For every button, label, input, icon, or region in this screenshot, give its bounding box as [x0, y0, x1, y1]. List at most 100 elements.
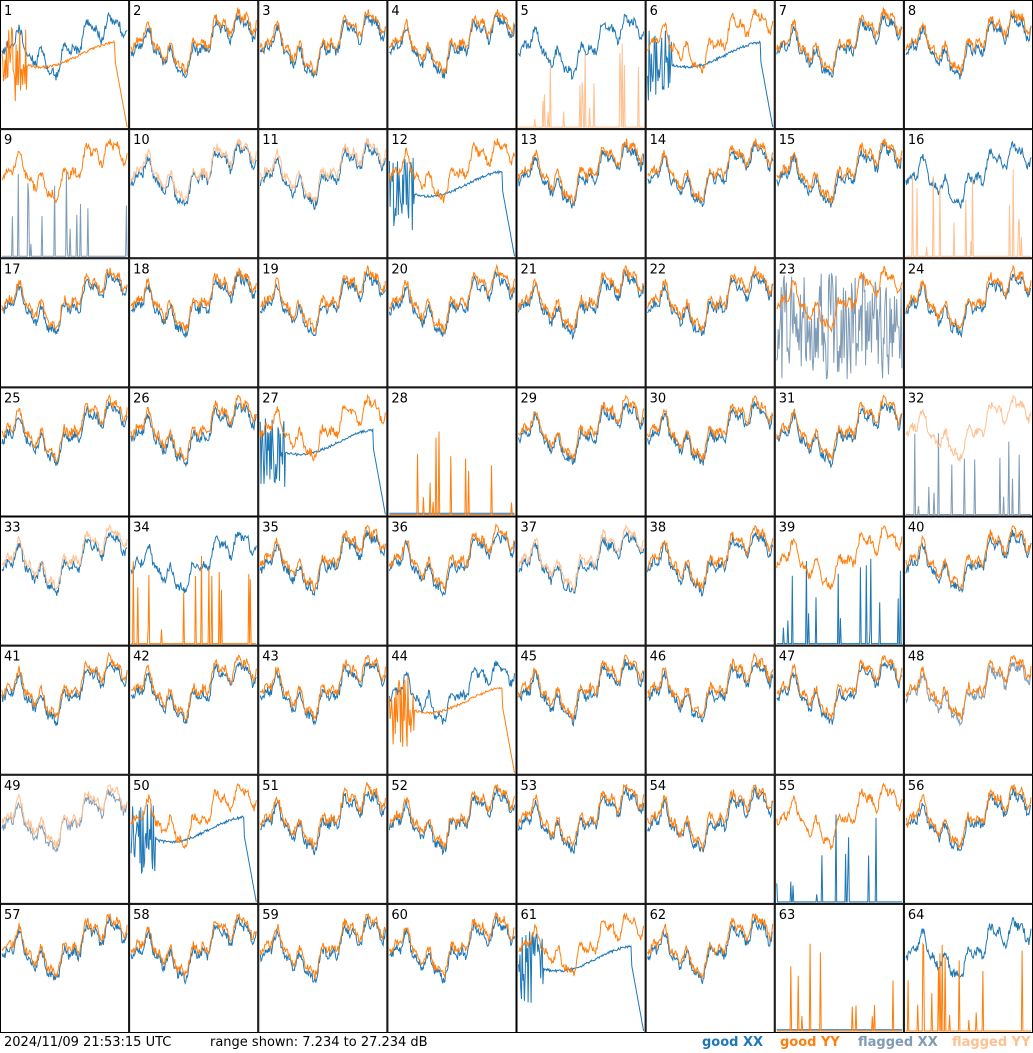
- series-yy-51: [259, 782, 386, 850]
- panel-frame: [129, 774, 259, 904]
- series-xx-29: [518, 402, 645, 465]
- series-yy-7: [776, 7, 903, 74]
- panel-label: 26: [133, 391, 150, 406]
- panel-label: 63: [779, 908, 796, 923]
- panel-38: 38: [645, 516, 775, 646]
- series-yy-24: [905, 264, 1032, 331]
- series-yy-6: [647, 9, 774, 74]
- panel-frame: [774, 387, 904, 517]
- series-yy-56: [905, 783, 1032, 849]
- panel-32: 32: [903, 387, 1033, 517]
- panel-label: 30: [650, 391, 667, 406]
- panel-frame: [903, 129, 1033, 259]
- panel-45: 45: [516, 645, 646, 775]
- panel-label: 19: [262, 262, 279, 277]
- panel-label: 38: [650, 521, 667, 536]
- series-yy-28: [389, 431, 515, 515]
- panel-51: 51: [258, 774, 388, 904]
- series-yy-47: [776, 655, 903, 720]
- panel-43: 43: [258, 645, 388, 775]
- panel-1: 1: [0, 0, 130, 130]
- series-xx-44: [388, 660, 515, 725]
- panel-11: 11: [258, 129, 388, 259]
- series-yy-5: [518, 43, 644, 128]
- panel-39: 39: [774, 516, 904, 646]
- series-yy-36: [388, 523, 515, 591]
- panel-frame: [129, 258, 259, 388]
- panel-frame: [774, 645, 904, 775]
- panel-frame: [387, 645, 517, 775]
- panel-frame: [0, 774, 130, 904]
- series-xx-33: [1, 531, 128, 596]
- panel-label: 12: [391, 133, 408, 148]
- panel-17: 17: [0, 258, 130, 388]
- panel-15: 15: [774, 129, 904, 259]
- series-xx-59: [259, 915, 386, 983]
- panel-frame: [0, 129, 130, 259]
- panel-label: 53: [521, 779, 538, 794]
- series-xx-15: [776, 141, 903, 208]
- panel-46: 46: [645, 645, 775, 775]
- panel-56: 56: [903, 774, 1033, 904]
- series-yy-23: [776, 265, 903, 334]
- panel-frame: [645, 129, 775, 259]
- series-yy-49: [1, 784, 128, 850]
- panel-29: 29: [516, 387, 646, 517]
- series-yy-64: [905, 942, 1031, 1032]
- panel-frame: [0, 903, 130, 1033]
- panel-frame: [129, 516, 259, 646]
- panel-frame: [387, 774, 517, 904]
- series-xx-11: [259, 140, 386, 211]
- series-yy-37: [518, 524, 645, 592]
- panel-label: 15: [779, 133, 796, 148]
- series-xx-43: [259, 661, 386, 726]
- panel-label: 6: [650, 4, 658, 19]
- panel-18: 18: [129, 258, 259, 388]
- series-yy-39: [776, 525, 903, 590]
- panel-label: 31: [779, 391, 796, 406]
- panel-label: 42: [133, 650, 150, 665]
- legend-good-yy: good YY: [780, 1035, 840, 1050]
- series-yy-17: [1, 267, 128, 332]
- panel-frame: [774, 774, 904, 904]
- series-yy-54: [647, 783, 773, 852]
- series-yy-44: [388, 674, 515, 773]
- panel-36: 36: [387, 516, 517, 646]
- range-text: range shown: 7.234 to 27.234 dB: [210, 1035, 428, 1050]
- panel-label: 11: [262, 133, 279, 148]
- series-xx-3: [259, 14, 386, 79]
- legend-flagged-yy: flagged YY: [952, 1035, 1031, 1050]
- series-xx-2: [130, 14, 257, 79]
- series-xx-62: [647, 917, 773, 984]
- panel-frame: [258, 516, 388, 646]
- panel-frame: [645, 0, 775, 130]
- panel-label: 39: [779, 521, 796, 536]
- panel-label: 48: [908, 650, 925, 665]
- series-yy-26: [130, 394, 257, 462]
- panel-4: 4: [387, 0, 517, 130]
- panel-label: 62: [650, 908, 667, 923]
- series-yy-59: [259, 912, 386, 981]
- series-xx-51: [260, 791, 386, 856]
- panel-label: 40: [908, 521, 925, 536]
- panel-label: 4: [391, 4, 399, 19]
- series-yy-11: [259, 138, 386, 203]
- series-xx-46: [647, 662, 774, 723]
- panel-21: 21: [516, 258, 646, 388]
- panel-label: 18: [133, 262, 150, 277]
- panel-label: 24: [908, 262, 925, 277]
- panel-48: 48: [903, 645, 1033, 775]
- panel-frame: [774, 0, 904, 130]
- panel-frame: [645, 258, 775, 388]
- panel-12: 12: [387, 129, 517, 259]
- panel-41: 41: [0, 645, 130, 775]
- panel-10: 10: [129, 129, 259, 259]
- panel-frame: [258, 774, 388, 904]
- panel-7: 7: [774, 0, 904, 130]
- panel-8: 8: [903, 0, 1033, 130]
- series-yy-9: [1, 138, 128, 204]
- panel-label: 3: [262, 4, 270, 19]
- series-xx-58: [130, 916, 257, 985]
- series-yy-42: [130, 654, 257, 721]
- panel-44: 44: [387, 645, 517, 775]
